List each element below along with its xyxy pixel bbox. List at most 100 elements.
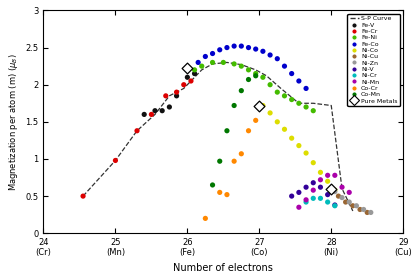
Point: [303, 151, 309, 155]
Point: [199, 64, 205, 68]
Point: [252, 71, 259, 76]
Point: [259, 75, 266, 80]
Point: [209, 183, 216, 187]
Point: [216, 48, 223, 52]
Point: [245, 67, 252, 72]
Point: [281, 127, 288, 132]
Point: [324, 179, 331, 183]
Point: [331, 203, 338, 207]
Point: [209, 51, 216, 56]
Point: [295, 190, 302, 195]
Point: [238, 44, 245, 48]
Point: [159, 108, 166, 113]
Point: [267, 83, 274, 87]
Point: [274, 120, 281, 124]
Point: [295, 101, 302, 106]
Point: [238, 151, 245, 156]
Point: [184, 66, 191, 71]
Point: [324, 200, 331, 204]
Legend: S-P Curve, Fe-V, Fe-Cr, Fe-Ni, Fe-Co, Ni-Co, Ni-Cu, Ni-Zn, Ni-V, Ni-Cr, Ni-Mn, C: S-P Curve, Fe-V, Fe-Cr, Fe-Ni, Fe-Co, Ni…: [347, 13, 400, 106]
Point: [310, 196, 317, 200]
Point: [317, 185, 324, 190]
Point: [195, 60, 202, 65]
Point: [80, 194, 86, 198]
Point: [231, 62, 238, 66]
Point: [216, 190, 223, 195]
Point: [259, 103, 266, 108]
Point: [231, 159, 238, 164]
Point: [324, 192, 331, 197]
Point: [224, 129, 230, 133]
Point: [310, 188, 317, 192]
Point: [295, 79, 302, 83]
Point: [112, 158, 119, 163]
Point: [331, 173, 338, 178]
Point: [259, 49, 266, 53]
Point: [331, 188, 338, 192]
Point: [331, 189, 338, 194]
Point: [148, 112, 155, 117]
Point: [342, 200, 349, 204]
Point: [288, 194, 295, 198]
Y-axis label: Magnetization per atom (m) ($\mu_B$): Magnetization per atom (m) ($\mu_B$): [7, 53, 20, 191]
Point: [310, 108, 317, 113]
Point: [303, 200, 309, 204]
Point: [238, 64, 245, 68]
Point: [339, 185, 345, 190]
Point: [202, 216, 209, 221]
Point: [288, 136, 295, 140]
Point: [310, 181, 317, 185]
Point: [310, 160, 317, 165]
Point: [202, 54, 209, 59]
Point: [357, 207, 363, 212]
Point: [274, 90, 281, 94]
Point: [349, 204, 356, 208]
Point: [216, 159, 223, 164]
Point: [252, 47, 259, 51]
Point: [134, 129, 140, 133]
Point: [231, 44, 238, 48]
Point: [224, 192, 230, 197]
Point: [181, 83, 187, 87]
Point: [335, 194, 342, 198]
Point: [191, 67, 198, 72]
Point: [339, 195, 345, 200]
Point: [346, 200, 352, 204]
Point: [328, 186, 335, 191]
Point: [288, 97, 295, 102]
Point: [288, 71, 295, 76]
Point: [191, 71, 198, 76]
Point: [364, 210, 370, 215]
Point: [346, 190, 352, 195]
Point: [331, 204, 338, 208]
Point: [231, 103, 238, 108]
Point: [220, 60, 227, 65]
X-axis label: Number of electrons: Number of electrons: [173, 263, 273, 273]
Point: [303, 185, 309, 190]
Point: [324, 173, 331, 178]
Point: [188, 79, 194, 83]
Point: [245, 129, 252, 133]
Point: [367, 210, 374, 215]
Point: [317, 196, 324, 200]
Point: [184, 75, 191, 80]
Point: [152, 108, 158, 113]
Point: [281, 64, 288, 68]
Point: [295, 143, 302, 148]
Point: [360, 207, 367, 212]
Point: [353, 204, 360, 208]
Point: [245, 45, 252, 50]
Point: [252, 74, 259, 78]
Point: [209, 60, 216, 65]
Point: [281, 94, 288, 98]
Point: [252, 118, 259, 123]
Point: [163, 94, 169, 98]
Point: [267, 53, 274, 57]
Point: [224, 45, 230, 50]
Point: [303, 198, 309, 202]
Point: [295, 205, 302, 209]
Point: [245, 77, 252, 82]
Point: [303, 86, 309, 91]
Point: [173, 94, 180, 98]
Point: [166, 105, 173, 109]
